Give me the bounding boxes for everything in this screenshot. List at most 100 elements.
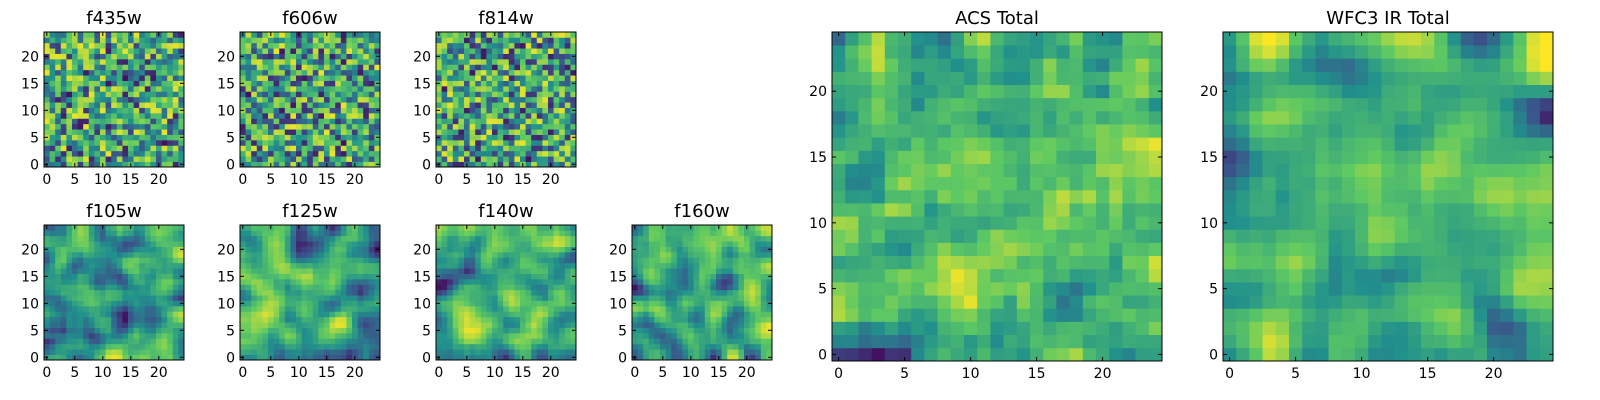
heatmap-cell (301, 322, 308, 328)
heatmap-cell (307, 252, 314, 258)
heatmap-cell (335, 64, 342, 71)
heatmap-cell (77, 64, 84, 71)
heatmap-cell (105, 96, 112, 103)
heatmap-cell (964, 321, 978, 336)
heatmap-cell (72, 333, 78, 339)
heatmap-cell (273, 145, 280, 152)
heatmap-cell (727, 338, 734, 345)
heatmap-cell (368, 80, 375, 87)
heatmap-cell (704, 354, 711, 361)
heatmap-cell (1109, 255, 1123, 270)
heatmap-cell (66, 295, 73, 301)
heatmap-cell (329, 273, 336, 280)
heatmap-cell (699, 333, 706, 339)
heatmap-cell (447, 349, 454, 355)
heatmap-cell (564, 64, 571, 71)
heatmap-cell (497, 75, 504, 81)
heatmap-cell (452, 113, 459, 119)
heatmap-cell (60, 161, 67, 168)
heatmap-cell (324, 279, 330, 285)
heatmap-cell (100, 316, 106, 323)
heatmap-cell (324, 118, 330, 125)
heatmap-cell (643, 273, 650, 280)
heatmap-cell (161, 349, 168, 355)
heatmap-cell (721, 225, 728, 231)
heatmap-cell (290, 64, 297, 71)
heatmap-cell (72, 273, 78, 280)
heatmap-cell (83, 257, 90, 264)
heatmap-cell (49, 349, 56, 355)
heatmap-cell (480, 37, 487, 44)
heatmap-cell (172, 289, 179, 296)
heatmap-cell (548, 284, 554, 291)
heatmap-cell (469, 279, 476, 285)
heatmap-cell (514, 156, 521, 162)
heatmap-cell (452, 333, 459, 339)
heatmap-cell (548, 241, 554, 247)
heatmap-cell (542, 306, 549, 312)
heatmap-cell (346, 118, 353, 125)
heatmap-cell (256, 322, 263, 328)
heatmap-cell (508, 118, 515, 125)
heatmap-cell (480, 86, 487, 92)
heatmap-cell (710, 289, 717, 296)
heatmap-cell (1122, 308, 1136, 322)
x-tick-label: 10 (682, 365, 700, 381)
heatmap-cell (161, 343, 168, 350)
heatmap-cell (950, 229, 965, 243)
heatmap-cell (1135, 242, 1150, 257)
heatmap-cell (245, 343, 252, 350)
heatmap-cell (55, 161, 62, 168)
heatmap-cell (329, 311, 336, 318)
heatmap-cell (436, 252, 442, 258)
heatmap-cell (520, 316, 526, 323)
heatmap-cell (716, 252, 722, 258)
heatmap-cell (531, 257, 538, 264)
heatmap-cell (508, 225, 515, 231)
heatmap-cell (245, 230, 252, 237)
heatmap-cell (172, 306, 179, 312)
heatmap-cell (570, 75, 577, 81)
heatmap-cell (167, 59, 174, 65)
heatmap-cell (1135, 321, 1150, 336)
heatmap-cell (324, 257, 330, 264)
heatmap-cell (55, 102, 62, 108)
heatmap-cell (161, 118, 168, 125)
heatmap-cell (279, 102, 286, 108)
heatmap-cell (648, 246, 655, 253)
heatmap-cell (508, 150, 515, 157)
heatmap-cell (749, 284, 756, 291)
heatmap-cell (88, 91, 95, 98)
x-tick-label: 20 (150, 365, 168, 381)
heatmap-cell (284, 53, 291, 60)
heatmap-cell (559, 349, 566, 355)
heatmap-cell (83, 107, 90, 114)
heatmap-cell (469, 161, 476, 168)
heatmap-cell (340, 156, 347, 162)
heatmap-cell (312, 123, 319, 130)
heatmap-cell (682, 241, 689, 247)
heatmap-cell (268, 80, 274, 87)
heatmap-cell (111, 86, 118, 92)
heatmap-cell (732, 306, 739, 312)
heatmap-cell (268, 113, 274, 119)
heatmap-cell (150, 295, 157, 301)
heatmap-cell (111, 273, 118, 280)
heatmap-cell (363, 306, 370, 312)
heatmap-cell (44, 102, 50, 108)
heatmap-cell (1043, 282, 1057, 296)
heatmap-cell (368, 349, 375, 355)
x-tick-label: 5 (462, 172, 471, 188)
heatmap-cell (83, 102, 90, 108)
heatmap-cell (1135, 295, 1150, 309)
heatmap-cell (122, 69, 129, 76)
heatmap-cell (44, 129, 50, 135)
x-tick-label: 10 (486, 365, 504, 381)
heatmap-cell (133, 69, 140, 76)
heatmap-cell (1030, 295, 1044, 309)
y-tick-label: 20 (413, 242, 431, 258)
heatmap-cell (139, 279, 146, 285)
heatmap-cell (49, 75, 56, 81)
heatmap-cell (256, 75, 263, 81)
heatmap-cell (340, 123, 347, 130)
